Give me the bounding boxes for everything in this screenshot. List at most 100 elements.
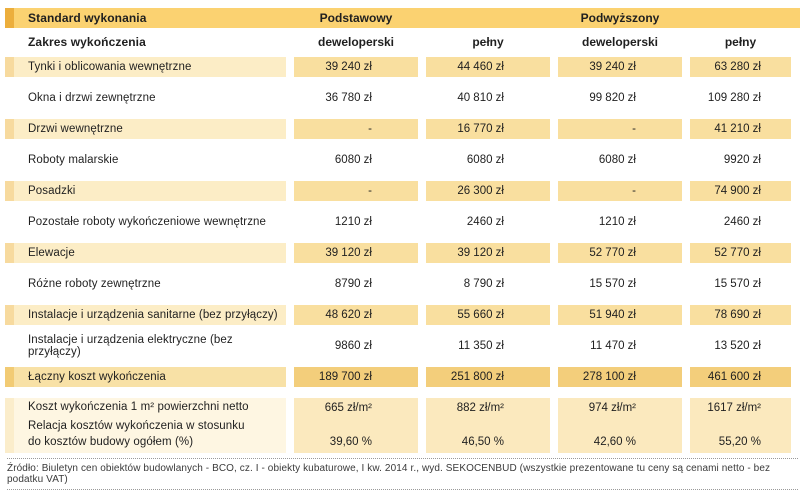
- table-body: Tynki i oblicowania wewnętrzne 39 240 zł…: [5, 57, 800, 387]
- row-value: 278 100 zł: [558, 367, 682, 387]
- row-accent-stripe: [5, 398, 14, 453]
- row-value: 6080 zł: [426, 150, 550, 170]
- row-value: 251 800 zł: [426, 367, 550, 387]
- table-row: Łączny koszt wykończenia 189 700 zł 251 …: [5, 367, 800, 387]
- row-value: 78 690 zł: [690, 305, 791, 325]
- header-row-zakres: Zakres wykończenia deweloperski pełny de…: [5, 32, 800, 52]
- row-value: 9860 zł: [294, 336, 418, 356]
- summary-value-percent: 55,20 %: [718, 436, 761, 448]
- row-value: 26 300 zł: [426, 181, 550, 201]
- header-row-standard: Standard wykonania Podstawowy Podwyższon…: [5, 8, 800, 28]
- summary-value-per-m2: 974 zł/m²: [588, 402, 636, 414]
- summary-label-relation-line2: do kosztów budowy ogółem (%): [28, 436, 194, 448]
- row-value: 9920 zł: [690, 150, 791, 170]
- row-value: -: [558, 119, 682, 139]
- summary-cell: 882 zł/m² 46,50 %: [426, 398, 550, 453]
- row-label: Tynki i oblicowania wewnętrzne: [14, 57, 286, 77]
- column-group-spacer: [426, 8, 550, 28]
- row-label: Instalacje i urządzenia elektryczne (bez…: [14, 334, 286, 358]
- table-row: Tynki i oblicowania wewnętrzne 39 240 zł…: [5, 57, 800, 77]
- summary-value-per-m2: 1617 zł/m²: [707, 402, 761, 414]
- row-label: Różne roboty zewnętrzne: [14, 274, 286, 294]
- summary-block: Koszt wykończenia 1 m² powierzchni netto…: [5, 398, 800, 453]
- row-value: 39 120 zł: [294, 243, 418, 263]
- table-row: Okna i drzwi zewnętrzne 36 780 zł 40 810…: [5, 88, 800, 108]
- summary-label-relation-line1: Relacja kosztów wykończenia w stosunku: [28, 420, 245, 432]
- row-value: 51 940 zł: [558, 305, 682, 325]
- row-accent-stripe: [5, 32, 14, 52]
- footer-source-note: Źródło: Biuletyn cen obiektów budowlanyc…: [7, 458, 798, 490]
- row-value: 2460 zł: [690, 212, 791, 232]
- row-value: 11 350 zł: [426, 336, 550, 356]
- row-value: -: [294, 119, 418, 139]
- row-value: 74 900 zł: [690, 181, 791, 201]
- column-group-spacer: [690, 8, 791, 28]
- row-accent-stripe: [5, 8, 14, 28]
- standard-wykonania-label: Standard wykonania: [28, 11, 147, 25]
- row-value: 8790 zł: [294, 274, 418, 294]
- row-value: 2460 zł: [426, 212, 550, 232]
- row-value: 6080 zł: [558, 150, 682, 170]
- row-label: Roboty malarskie: [14, 150, 286, 170]
- table-row: Różne roboty zewnętrzne 8790 zł 8 790 zł…: [5, 274, 800, 294]
- row-value: 15 570 zł: [558, 274, 682, 294]
- summary-cell: 1617 zł/m² 55,20 %: [690, 398, 791, 453]
- column-header-pelny-2: pełny: [724, 35, 757, 49]
- row-value: -: [558, 181, 682, 201]
- column-header-deweloperski-2: deweloperski: [581, 35, 659, 49]
- row-accent-stripe: [5, 181, 14, 201]
- row-value: 8 790 zł: [426, 274, 550, 294]
- row-label: Drzwi wewnętrzne: [14, 119, 286, 139]
- row-value: 36 780 zł: [294, 88, 418, 108]
- row-accent-stripe: [5, 336, 14, 356]
- row-value: 52 770 zł: [558, 243, 682, 263]
- column-header-deweloperski-1: deweloperski: [317, 35, 395, 49]
- summary-value-percent: 46,50 %: [461, 436, 504, 448]
- table-row: Instalacje i urządzenia elektryczne (bez…: [5, 334, 800, 358]
- row-value: 40 810 zł: [426, 88, 550, 108]
- row-accent-stripe: [5, 57, 14, 77]
- summary-value-per-m2: 665 zł/m²: [324, 402, 372, 414]
- row-accent-stripe: [5, 367, 14, 387]
- row-value: 189 700 zł: [294, 367, 418, 387]
- zakres-wykonczenia-label: Zakres wykończenia: [28, 35, 146, 49]
- row-value: 52 770 zł: [690, 243, 791, 263]
- row-accent-stripe: [5, 274, 14, 294]
- table-row: Drzwi wewnętrzne - 16 770 zł - 41 210 zł: [5, 119, 800, 139]
- summary-cell: 974 zł/m² 42,60 %: [558, 398, 682, 453]
- row-label: Posadzki: [14, 181, 286, 201]
- summary-label-relation: Relacja kosztów wykończenia w stosunku d…: [28, 418, 245, 450]
- row-accent-stripe: [5, 119, 14, 139]
- row-value: 41 210 zł: [690, 119, 791, 139]
- row-label: Łączny koszt wykończenia: [14, 367, 286, 387]
- table-row: Roboty malarskie 6080 zł 6080 zł 6080 zł…: [5, 150, 800, 170]
- row-value: 109 280 zł: [690, 88, 791, 108]
- row-value: 15 570 zł: [690, 274, 791, 294]
- summary-label-cost-per-m2: Koszt wykończenia 1 m² powierzchni netto: [28, 401, 249, 413]
- row-value: 39 240 zł: [294, 57, 418, 77]
- summary-cell: 665 zł/m² 39,60 %: [294, 398, 418, 453]
- summary-value-per-m2: 882 zł/m²: [456, 402, 504, 414]
- row-value: 1210 zł: [294, 212, 418, 232]
- row-value: -: [294, 181, 418, 201]
- table-row: Pozostałe roboty wykończeniowe wewnętrzn…: [5, 212, 800, 232]
- row-value: 16 770 zł: [426, 119, 550, 139]
- row-value: 11 470 zł: [558, 336, 682, 356]
- column-group-podstawowy: Podstawowy: [319, 11, 393, 25]
- row-value: 6080 zł: [294, 150, 418, 170]
- row-accent-stripe: [5, 212, 14, 232]
- row-value: 55 660 zł: [426, 305, 550, 325]
- table-row: Instalacje i urządzenia sanitarne (bez p…: [5, 305, 800, 325]
- row-value: 63 280 zł: [690, 57, 791, 77]
- row-accent-stripe: [5, 150, 14, 170]
- summary-value-percent: 39,60 %: [329, 436, 372, 448]
- column-header-pelny-1: pełny: [472, 35, 504, 49]
- row-accent-stripe: [5, 88, 14, 108]
- row-value: 39 240 zł: [558, 57, 682, 77]
- summary-labels: Koszt wykończenia 1 m² powierzchni netto…: [14, 398, 286, 453]
- row-value: 1210 zł: [558, 212, 682, 232]
- summary-value-percent: 42,60 %: [593, 436, 636, 448]
- row-label: Okna i drzwi zewnętrzne: [14, 88, 286, 108]
- row-label: Instalacje i urządzenia sanitarne (bez p…: [14, 305, 286, 325]
